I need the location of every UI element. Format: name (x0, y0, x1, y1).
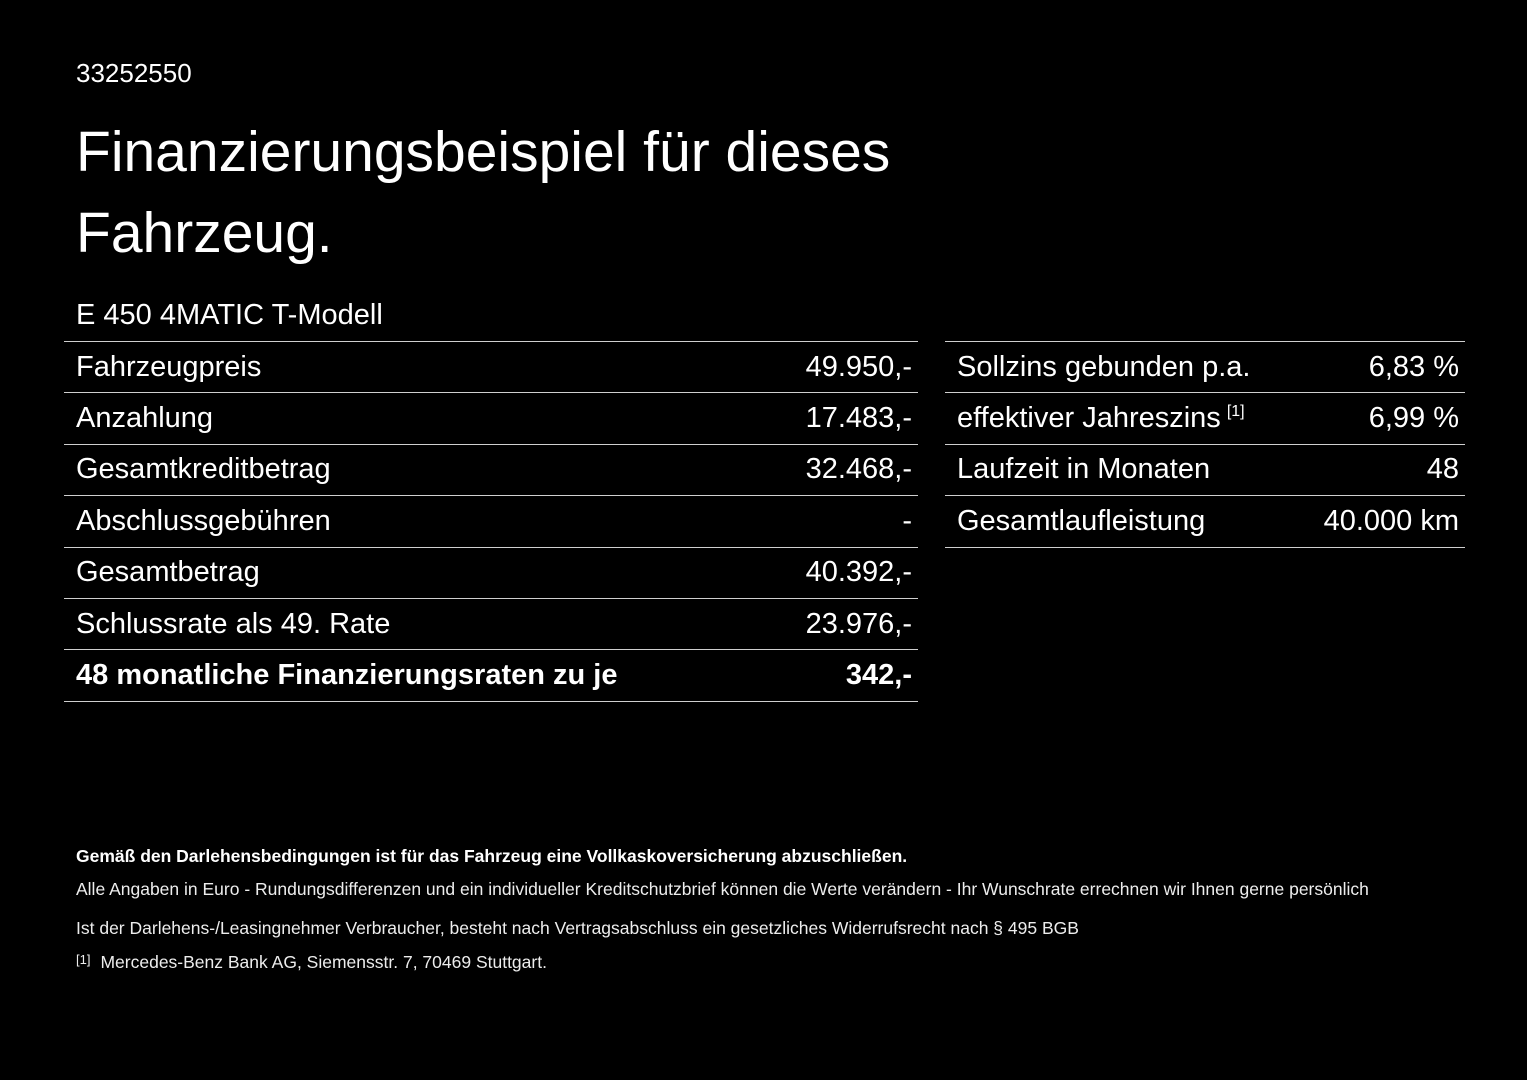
row-label: 48 monatliche Finanzierungsraten zu je (76, 659, 618, 692)
table-row-monthly-rate: 48 monatliche Finanzierungsraten zu je 3… (64, 649, 918, 702)
financing-details-table: Fahrzeugpreis 49.950,- Anzahlung 17.483,… (64, 341, 918, 702)
row-value: 49.950,- (805, 350, 912, 383)
footnote-marker: [1] (1226, 403, 1245, 421)
table-row: Gesamtlaufleistung 40.000 km (945, 495, 1465, 548)
document-id: 33252550 (76, 58, 192, 88)
row-label: Gesamtkreditbetrag (76, 453, 331, 486)
row-label: Fahrzeugpreis (76, 350, 262, 383)
vehicle-model: E 450 4MATIC T-Modell (76, 299, 383, 331)
table-row: Gesamtkreditbetrag 32.468,- (64, 443, 918, 495)
row-value: 342,- (845, 659, 912, 692)
row-value: 40.392,- (805, 556, 912, 589)
table-row: Abschlussgebühren - (64, 495, 918, 546)
row-label: Gesamtlaufleistung (957, 504, 1206, 537)
footnote-line: [1] Mercedes-Benz Bank AG, Siemensstr. 7,… (76, 951, 1467, 975)
disclaimer-line: Alle Angaben in Euro - Rundungsdifferenz… (76, 878, 1369, 899)
revocation-note: Ist der Darlehens-/Leasingnehmer Verbrau… (76, 918, 1079, 939)
table-row: Gesamtbetrag 40.392,- (64, 546, 918, 598)
table-row: Anzahlung 17.483,- (64, 392, 918, 443)
row-label: Gesamtbetrag (76, 556, 260, 589)
row-value: 6,83 % (1368, 350, 1459, 383)
table-row: Schlussrate als 49. Rate 23.976,- (64, 597, 918, 649)
table-row: Laufzeit in Monaten 48 (945, 443, 1465, 495)
insurance-note: Gemäß den Darlehensbedingungen ist für d… (76, 846, 908, 866)
row-value: 40.000 km (1323, 504, 1459, 537)
row-value: 23.976,- (805, 607, 912, 640)
footer: Gemäß den Darlehensbedingungen ist für d… (76, 845, 1467, 975)
row-label-text: effektiver Jahreszins (957, 402, 1221, 435)
row-label: Anzahlung (76, 402, 214, 435)
row-label: Schlussrate als 49. Rate (76, 607, 391, 640)
page-title-line-1: Finanzierungsbeispiel für dieses (76, 120, 891, 184)
row-label: Laufzeit in Monaten (957, 453, 1211, 486)
row-label: effektiver Jahreszins [1] (957, 402, 1245, 435)
footnote-marker: [1] (76, 951, 91, 967)
page-title: Finanzierungsbeispiel für dieses Fahrzeu… (76, 112, 890, 274)
row-label: Sollzins gebunden p.a. (957, 350, 1251, 383)
row-value: 6,99 % (1368, 402, 1459, 435)
row-value: 48 (1426, 453, 1459, 486)
footnote-text: Mercedes-Benz Bank AG, Siemensstr. 7, 70… (100, 951, 547, 972)
page-title-line-2: Fahrzeug. (76, 201, 333, 265)
table-row: Sollzins gebunden p.a. 6,83 % (945, 341, 1465, 392)
row-label: Abschlussgebühren (76, 504, 331, 537)
interest-terms-table: Sollzins gebunden p.a. 6,83 % effektiver… (945, 341, 1465, 548)
table-row: effektiver Jahreszins [1] 6,99 % (945, 392, 1465, 443)
row-value: 32.468,- (805, 453, 912, 486)
row-value: 17.483,- (805, 402, 912, 435)
table-row: Fahrzeugpreis 49.950,- (64, 341, 918, 392)
row-value: - (902, 504, 912, 537)
